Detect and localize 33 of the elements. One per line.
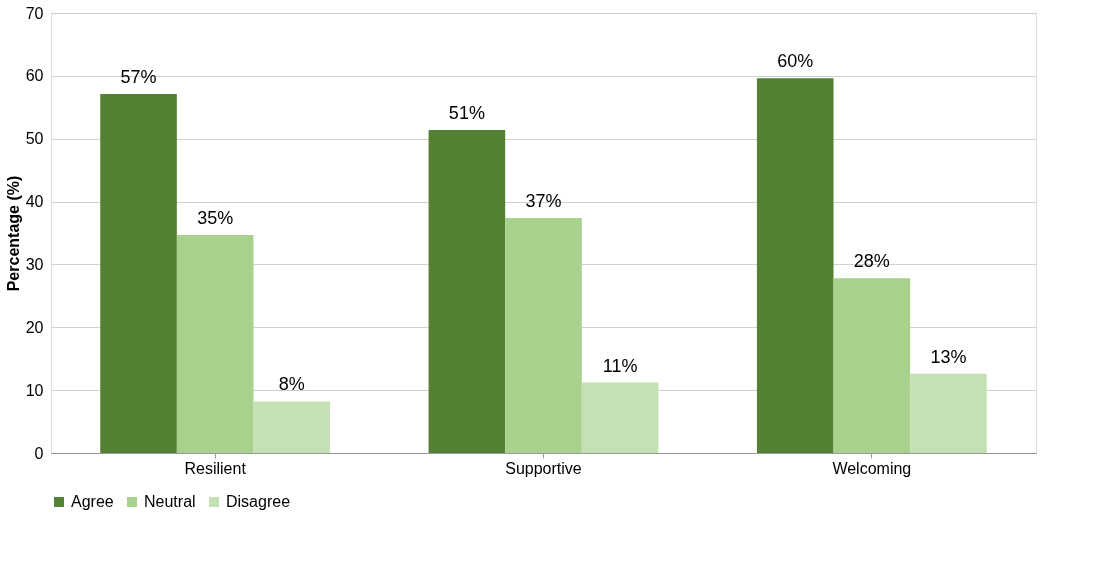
data-label: 60%	[777, 51, 814, 72]
y-tick-label: 0	[34, 444, 44, 462]
bar	[428, 129, 506, 453]
y-tick-label: 40	[25, 193, 44, 211]
x-tick-label: Welcoming	[832, 459, 912, 477]
bar	[176, 234, 254, 453]
data-label: 28%	[853, 251, 890, 272]
legend-label: Neutral	[144, 493, 196, 510]
y-tick-label: 30	[25, 255, 44, 273]
bar	[910, 373, 987, 453]
legend-label: Disagree	[226, 493, 291, 510]
y-tick-label: 60	[25, 67, 44, 85]
bar	[505, 217, 582, 453]
data-label: 57%	[120, 67, 157, 88]
data-label: 11%	[602, 355, 638, 376]
bar	[756, 78, 834, 453]
legend-label: Agree	[71, 493, 114, 510]
bar	[833, 278, 911, 453]
x-tick-label: Resilient	[184, 459, 247, 477]
y-tick-label: 70	[25, 4, 44, 22]
data-label: 13%	[930, 346, 967, 367]
data-label: 8%	[278, 374, 305, 395]
y-tick-label: 20	[25, 318, 44, 336]
data-label: 35%	[197, 207, 234, 228]
data-label: 51%	[448, 102, 485, 123]
y-tick-label: 10	[25, 381, 44, 399]
data-label: 37%	[525, 190, 562, 211]
bar	[581, 382, 659, 453]
bar	[253, 401, 331, 453]
y-axis-title: Percentage (%)	[4, 175, 22, 292]
y-tick-label: 50	[25, 130, 44, 148]
bar	[100, 94, 177, 453]
x-tick-label: Supportive	[505, 459, 582, 477]
